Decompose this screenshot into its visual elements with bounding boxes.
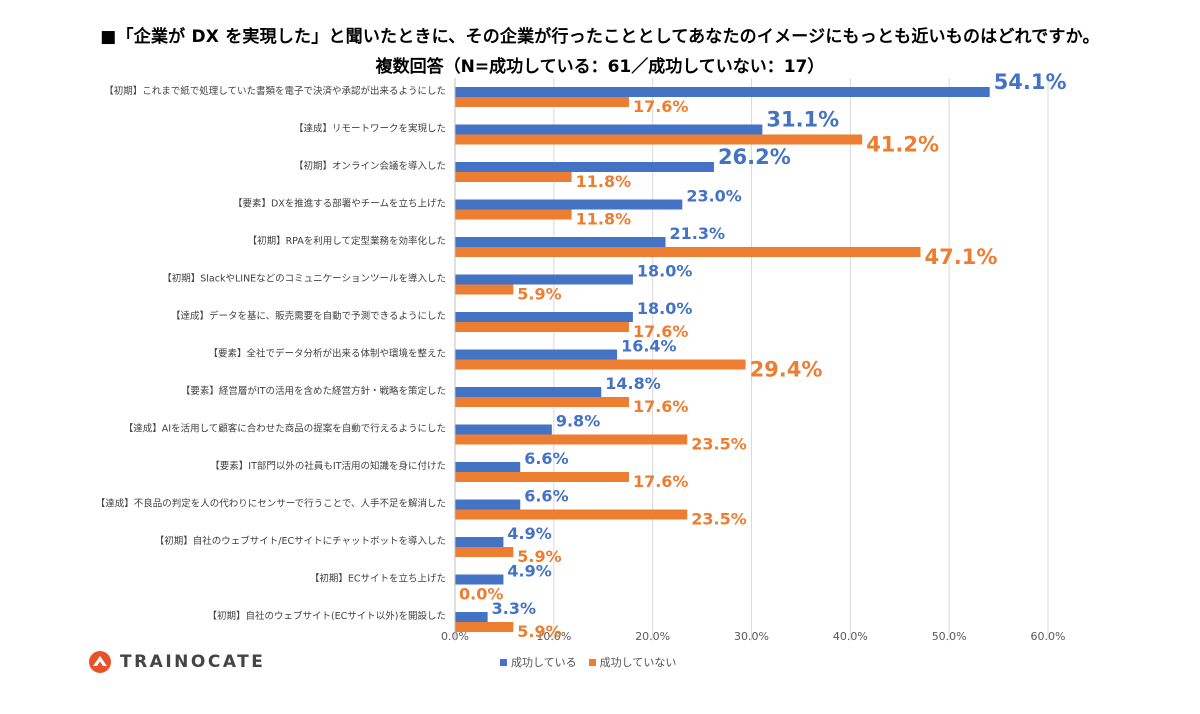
legend-label-series2: 成功していない bbox=[599, 656, 677, 669]
chart-subtitle: 複数回答（N=成功している：61／成功していない：17） bbox=[375, 57, 825, 77]
category-label: 【達成】リモートワークを実現した bbox=[294, 123, 446, 135]
bar-series2 bbox=[455, 397, 629, 407]
bar-series1 bbox=[455, 612, 488, 622]
bar-series2 bbox=[455, 509, 688, 520]
data-label-series1: 26.2% bbox=[718, 145, 791, 169]
data-label-series1: 54.1% bbox=[994, 70, 1067, 94]
data-label-series2: 23.5% bbox=[691, 510, 747, 529]
bar-series2 bbox=[455, 547, 514, 557]
brand-logo: TRAINOCATE bbox=[88, 650, 265, 674]
bar-series1 bbox=[455, 537, 504, 547]
data-label-series2: 5.9% bbox=[517, 285, 561, 304]
bar-series1 bbox=[455, 312, 633, 322]
bar-series2 bbox=[455, 284, 514, 295]
bar-series2 bbox=[455, 322, 629, 332]
category-label: 【初期】オンライン会議を導入した bbox=[294, 160, 446, 172]
data-label-series2: 17.6% bbox=[633, 97, 689, 116]
data-label-series2: 17.6% bbox=[633, 397, 689, 416]
data-label-series2: 17.6% bbox=[633, 322, 689, 341]
category-label: 【要素】IT部門以外の社員もIT活用の知識を身に付けた bbox=[210, 460, 446, 472]
data-label-series1: 14.8% bbox=[605, 374, 661, 393]
bar-series1 bbox=[455, 237, 666, 247]
bar-series2 bbox=[455, 172, 572, 182]
category-label: 【要素】DXを推進する部署やチームを立ち上げた bbox=[233, 198, 446, 210]
bar-series2 bbox=[455, 247, 921, 257]
bar-series1 bbox=[455, 574, 504, 585]
category-label: 【要素】経営層がITの活用を含めた経営方針・戦略を策定した bbox=[181, 385, 446, 397]
data-label-series2: 0.0% bbox=[459, 585, 503, 604]
category-label: 【初期】RPAを利用して定型業務を効率化した bbox=[248, 235, 446, 247]
data-label-series1: 3.3% bbox=[492, 599, 536, 618]
data-label-series1: 4.9% bbox=[507, 524, 551, 543]
bar-series1 bbox=[455, 87, 990, 97]
data-label-series1: 6.6% bbox=[524, 449, 568, 468]
data-label-series2: 5.9% bbox=[517, 622, 561, 641]
data-label-series2: 41.2% bbox=[866, 133, 939, 157]
bar-series1 bbox=[455, 124, 763, 135]
data-label-series1: 16.4% bbox=[621, 337, 677, 356]
data-label-series1: 6.6% bbox=[524, 487, 568, 506]
category-label: 【達成】不良品の判定を人の代わりにセンサーで行うことで、人手不足を解消した bbox=[96, 498, 446, 510]
legend-label-series1: 成功している bbox=[511, 656, 577, 669]
x-tick-label: 10.0% bbox=[536, 630, 571, 643]
bar-series1 bbox=[455, 424, 552, 435]
bar-series2 bbox=[455, 134, 863, 145]
category-label: 【達成】データを基に、販売需要を自動で予測できるようにした bbox=[171, 310, 446, 322]
data-label-series1: 4.9% bbox=[507, 562, 551, 581]
bar-series1 bbox=[455, 162, 714, 172]
data-label-series1: 21.3% bbox=[670, 224, 726, 243]
category-label: 【初期】これまで紙で処理していた書類を電子で決済や承認が出来るようにした bbox=[104, 85, 446, 97]
legend-item-series2: 成功していない bbox=[588, 654, 677, 670]
bar-series2 bbox=[455, 359, 746, 370]
data-label-series1: 18.0% bbox=[637, 262, 693, 281]
legend-swatch-series2 bbox=[588, 658, 596, 666]
category-label: 【初期】ECサイトを立ち上げた bbox=[310, 573, 446, 585]
bar-series1 bbox=[455, 274, 633, 285]
data-label-series1: 31.1% bbox=[766, 108, 839, 132]
x-tick-label: 30.0% bbox=[734, 630, 769, 643]
data-label-series1: 18.0% bbox=[637, 299, 693, 318]
bar-series1 bbox=[455, 199, 683, 210]
bar-series1 bbox=[455, 462, 521, 472]
chart-legend: 成功している 成功していない bbox=[500, 654, 688, 670]
data-label-series2: 11.8% bbox=[576, 210, 632, 229]
trainocate-logo-icon bbox=[89, 651, 111, 673]
data-label-series2: 5.9% bbox=[517, 547, 561, 566]
data-label-series2: 17.6% bbox=[633, 472, 689, 491]
brand-name: TRAINOCATE bbox=[120, 652, 266, 672]
data-label-series2: 29.4% bbox=[750, 358, 823, 382]
data-label-series1: 23.0% bbox=[686, 187, 742, 206]
legend-swatch-series1 bbox=[500, 658, 507, 666]
bar-series2 bbox=[455, 434, 688, 445]
bar-series2 bbox=[455, 622, 514, 632]
bar-series1 bbox=[455, 387, 602, 397]
bar-series1 bbox=[455, 499, 521, 510]
category-label: 【初期】自社のウェブサイト(ECサイト以外)を開設した bbox=[207, 610, 446, 622]
category-label: 【要素】全社でデータ分析が出来る体制や環境を整えた bbox=[208, 348, 446, 360]
category-label: 【初期】SlackやLINEなどのコミュニケーションツールを導入した bbox=[162, 273, 446, 285]
bar-series2 bbox=[455, 209, 572, 220]
data-label-series2: 47.1% bbox=[925, 245, 998, 269]
bar-series2 bbox=[455, 472, 629, 482]
legend-item-series1: 成功している bbox=[500, 654, 577, 670]
bar-series2 bbox=[455, 97, 629, 107]
bar-series1 bbox=[455, 349, 618, 360]
category-label: 【達成】AIを活用して顧客に合わせた商品の提案を自動で行えるようにした bbox=[124, 423, 446, 435]
x-tick-label: 40.0% bbox=[833, 630, 868, 643]
data-label-series2: 23.5% bbox=[691, 435, 747, 454]
x-tick-label: 20.0% bbox=[635, 630, 670, 643]
x-tick-label: 50.0% bbox=[932, 630, 967, 643]
x-tick-label: 60.0% bbox=[1031, 630, 1066, 643]
chart-title: ■「企業が DX を実現した」と聞いたときに、その企業が行ったこととしてあなたの… bbox=[100, 27, 1100, 47]
data-label-series2: 11.8% bbox=[576, 172, 632, 191]
category-label: 【初期】自社のウェブサイト/ECサイトにチャットボットを導入した bbox=[155, 535, 446, 547]
data-label-series1: 9.8% bbox=[556, 412, 600, 431]
